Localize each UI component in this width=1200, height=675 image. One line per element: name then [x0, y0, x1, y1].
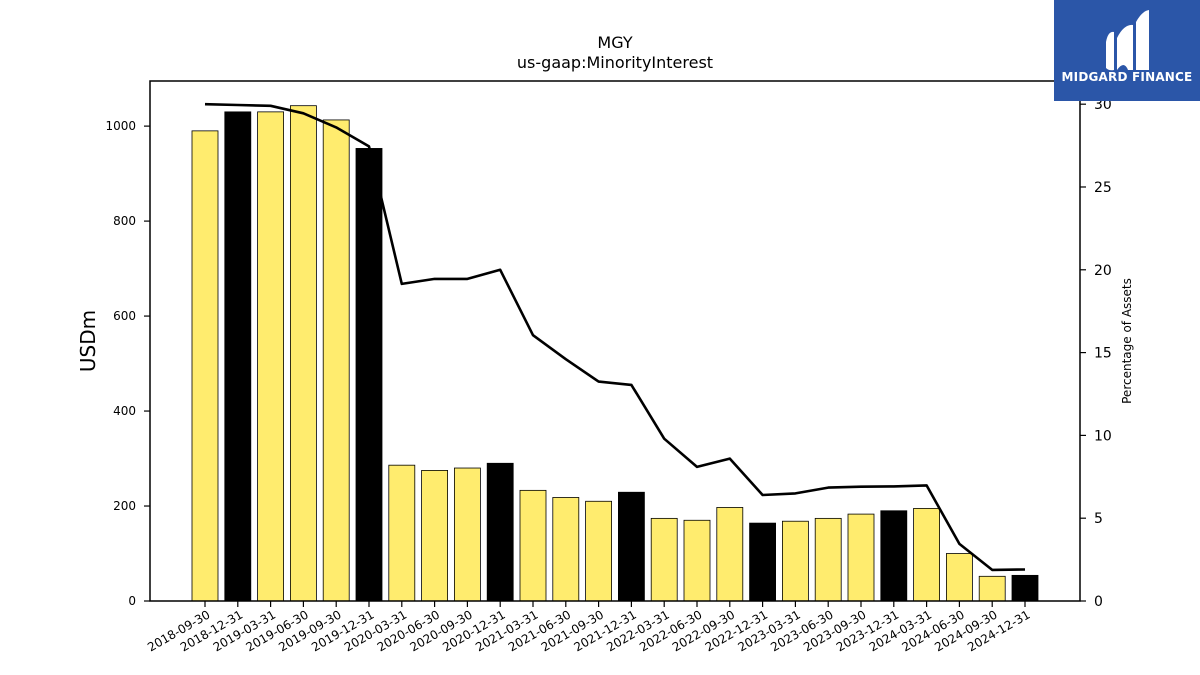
y-axis-left: 0 200 400 600 800 1000: [105, 119, 150, 608]
y-right-tick-label: 0: [1094, 594, 1103, 610]
y-axis-left-label: USDm: [76, 310, 100, 372]
y-right-tick-label: 5: [1094, 511, 1103, 527]
y-left-tick-label: 800: [113, 214, 136, 228]
bar-2023-03-31: [782, 520, 809, 602]
bar-2019-12-31: [355, 148, 383, 602]
bar-2020-06-30: [421, 470, 449, 602]
y-left-tick-label: 400: [113, 404, 136, 418]
y-right-tick-label: 10: [1094, 428, 1112, 444]
bar-2020-09-30: [453, 467, 481, 602]
bar-2022-06-30: [683, 519, 711, 602]
y-left-tick-label: 0: [128, 594, 136, 608]
bar-2024-03-31: [913, 507, 940, 602]
y-axis-right: 0 5 10 15 20 25 30: [1080, 97, 1112, 610]
bar-2019-09-30: [322, 119, 350, 602]
percent-line-series: [204, 102, 1026, 572]
midgard-logo-icon: [1106, 10, 1149, 71]
bar-2024-12-31: [1011, 574, 1039, 602]
bar-2020-03-31: [388, 464, 416, 602]
bar-2024-09-30: [978, 575, 1006, 602]
plot-frame: [149, 80, 1081, 602]
bar-2023-06-30: [814, 517, 842, 602]
bar-2022-09-30: [716, 507, 744, 602]
bar-2023-09-30: [847, 513, 875, 602]
bar-2020-12-31: [486, 462, 514, 602]
percent-of-assets-line: [204, 102, 1026, 572]
y-left-tick-label: 1000: [105, 119, 136, 133]
bar-2021-12-31: [618, 491, 645, 602]
y-right-tick-label: 25: [1094, 180, 1112, 196]
midgard-finance-logo: MIDGARD FINANCE: [1054, 0, 1200, 101]
y-right-tick-label: 30: [1094, 97, 1112, 113]
bar-2019-06-30: [289, 105, 317, 602]
x-axis: 2018-09-302018-12-312019-03-312019-06-30…: [145, 601, 1033, 654]
bar-2022-03-31: [650, 517, 678, 602]
y-left-tick-label: 200: [113, 499, 136, 513]
bar-2021-03-31: [519, 489, 547, 602]
chart-subtitle: us-gaap:MinorityInterest: [517, 53, 713, 72]
bar-2021-06-30: [552, 497, 580, 602]
y-axis-right-label: Percentage of Assets: [1120, 278, 1134, 404]
bar-2019-03-31: [257, 111, 285, 602]
bar-2018-09-30: [191, 130, 219, 602]
bar-2018-12-31: [224, 111, 252, 602]
logo-text: MIDGARD FINANCE: [1061, 70, 1193, 84]
y-left-tick-label: 600: [113, 309, 136, 323]
bar-2022-12-31: [749, 522, 776, 602]
bar-series: [191, 105, 1039, 602]
bar-2021-09-30: [585, 500, 612, 602]
bar-2024-06-30: [946, 553, 973, 602]
y-right-tick-label: 20: [1094, 263, 1112, 279]
chart-title: MGY: [597, 33, 632, 52]
y-right-tick-label: 15: [1094, 346, 1112, 362]
bar-2023-12-31: [880, 510, 908, 602]
